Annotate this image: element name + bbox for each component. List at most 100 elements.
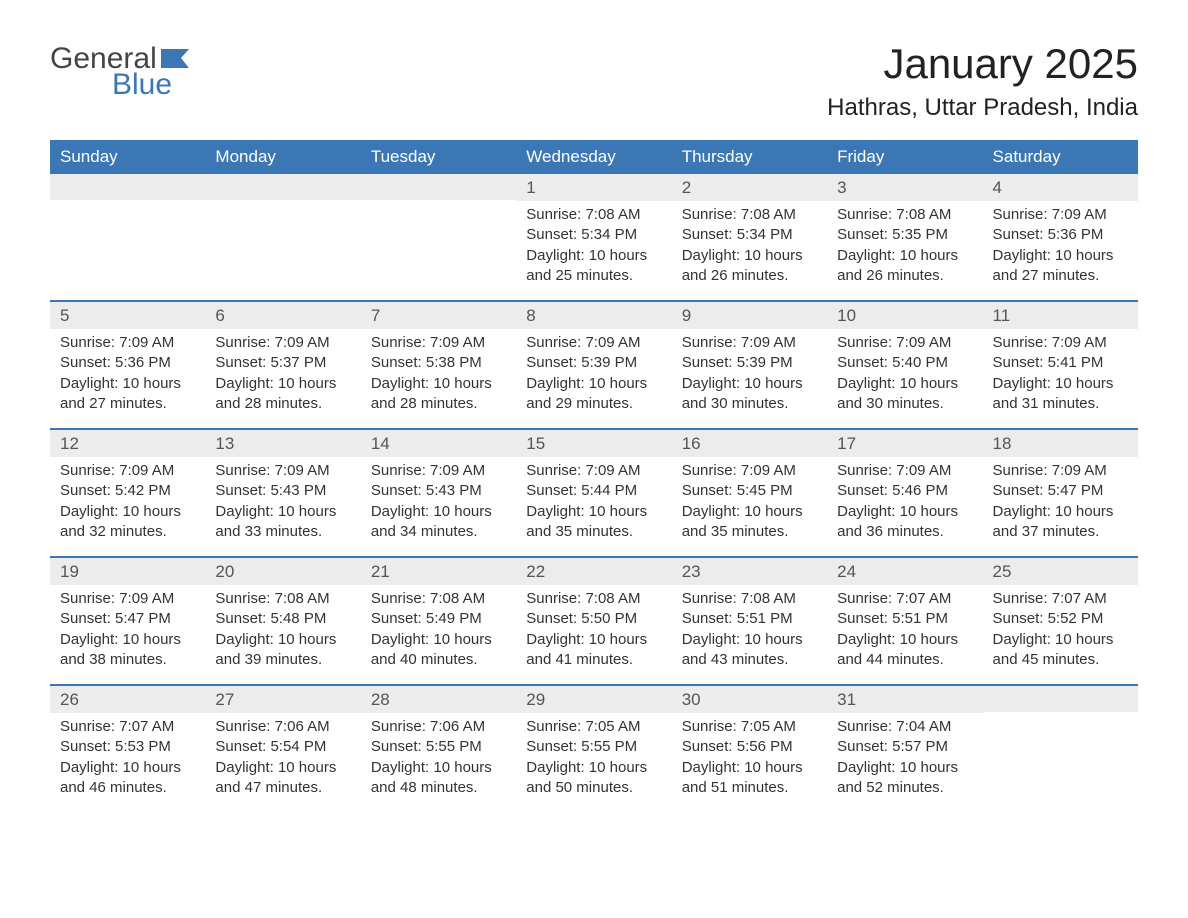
day-details: Sunrise: 7:08 AMSunset: 5:50 PMDaylight:…	[516, 585, 671, 670]
sunset-text: Sunset: 5:45 PM	[682, 481, 817, 501]
calendar-cell: 11Sunrise: 7:09 AMSunset: 5:41 PMDayligh…	[983, 302, 1138, 428]
calendar-week: 5Sunrise: 7:09 AMSunset: 5:36 PMDaylight…	[50, 300, 1138, 428]
daylight-text: Daylight: 10 hours	[837, 374, 972, 394]
daylight-text: and 33 minutes.	[215, 522, 350, 542]
brand-logo: General Blue	[50, 40, 195, 100]
sunset-text: Sunset: 5:38 PM	[371, 353, 506, 373]
daynum-row: 7	[361, 302, 516, 329]
day-number: 18	[993, 434, 1012, 453]
sunrise-text: Sunrise: 7:05 AM	[526, 717, 661, 737]
day-details: Sunrise: 7:09 AMSunset: 5:42 PMDaylight:…	[50, 457, 205, 542]
sunset-text: Sunset: 5:44 PM	[526, 481, 661, 501]
daylight-text: Daylight: 10 hours	[60, 502, 195, 522]
daylight-text: Daylight: 10 hours	[526, 246, 661, 266]
sunset-text: Sunset: 5:36 PM	[993, 225, 1128, 245]
sunrise-text: Sunrise: 7:09 AM	[993, 205, 1128, 225]
weekday-label: Monday	[205, 140, 360, 174]
daylight-text: Daylight: 10 hours	[371, 630, 506, 650]
daylight-text: Daylight: 10 hours	[682, 502, 817, 522]
daylight-text: and 51 minutes.	[682, 778, 817, 798]
sunrise-text: Sunrise: 7:06 AM	[215, 717, 350, 737]
daynum-row: 22	[516, 558, 671, 585]
daylight-text: and 34 minutes.	[371, 522, 506, 542]
sunrise-text: Sunrise: 7:09 AM	[60, 333, 195, 353]
calendar-cell: 22Sunrise: 7:08 AMSunset: 5:50 PMDayligh…	[516, 558, 671, 684]
sunrise-text: Sunrise: 7:09 AM	[215, 461, 350, 481]
calendar-cell: 26 Sunrise: 7:07 AMSunset: 5:53 PMDayligh…	[50, 686, 205, 812]
day-number: 30	[682, 690, 701, 709]
daynum-row: 9	[672, 302, 827, 329]
calendar-cell: 20Sunrise: 7:08 AMSunset: 5:48 PMDayligh…	[205, 558, 360, 684]
daylight-text: Daylight: 10 hours	[215, 374, 350, 394]
daynum-row	[205, 174, 360, 200]
daylight-text: and 37 minutes.	[993, 522, 1128, 542]
sunrise-text: Sunrise: 7:09 AM	[60, 461, 195, 481]
day-number: 2	[682, 178, 691, 197]
day-number: 19	[60, 562, 79, 581]
logo-text-bottom: Blue	[112, 70, 195, 100]
day-number: 16	[682, 434, 701, 453]
day-details: Sunrise: 7:09 AMSunset: 5:46 PMDaylight:…	[827, 457, 982, 542]
header: General Blue January 2025 Hathras, Uttar…	[50, 40, 1138, 122]
daylight-text: and 26 minutes.	[682, 266, 817, 286]
day-details: Sunrise: 7:09 AMSunset: 5:47 PMDaylight:…	[50, 585, 205, 670]
daynum-row: 2	[672, 174, 827, 201]
day-number: 14	[371, 434, 390, 453]
calendar-cell: 13Sunrise: 7:09 AMSunset: 5:43 PMDayligh…	[205, 430, 360, 556]
daylight-text: Daylight: 10 hours	[526, 502, 661, 522]
weekday-label: Wednesday	[516, 140, 671, 174]
sunset-text: Sunset: 5:50 PM	[526, 609, 661, 629]
sunset-text: Sunset: 5:39 PM	[682, 353, 817, 373]
day-details: Sunrise: 7:05 AMSunset: 5:56 PMDaylight:…	[672, 713, 827, 798]
daylight-text: and 47 minutes.	[215, 778, 350, 798]
day-details: Sunrise: 7:05 AMSunset: 5:55 PMDaylight:…	[516, 713, 671, 798]
daynum-row: 27	[205, 686, 360, 713]
sunrise-text: Sunrise: 7:09 AM	[215, 333, 350, 353]
day-number: 11	[993, 306, 1011, 325]
day-details: Sunrise: 7:07 AMSunset: 5:53 PMDaylight:…	[50, 713, 205, 798]
day-number: 12	[60, 434, 79, 453]
sunrise-text: Sunrise: 7:09 AM	[682, 333, 817, 353]
sunset-text: Sunset: 5:43 PM	[371, 481, 506, 501]
calendar-cell: 17Sunrise: 7:09 AMSunset: 5:46 PMDayligh…	[827, 430, 982, 556]
day-details: Sunrise: 7:09 AMSunset: 5:37 PMDaylight:…	[205, 329, 360, 414]
day-details: Sunrise: 7:08 AMSunset: 5:49 PMDaylight:…	[361, 585, 516, 670]
day-details: Sunrise: 7:09 AMSunset: 5:40 PMDaylight:…	[827, 329, 982, 414]
sunrise-text: Sunrise: 7:09 AM	[60, 589, 195, 609]
daynum-row: 25	[983, 558, 1138, 585]
calendar-week: 19 Sunrise: 7:09 AMSunset: 5:47 PMDayligh…	[50, 556, 1138, 684]
calendar-cell: 15Sunrise: 7:09 AMSunset: 5:44 PMDayligh…	[516, 430, 671, 556]
daylight-text: Daylight: 10 hours	[60, 630, 195, 650]
calendar-cell	[50, 174, 205, 300]
daylight-text: Daylight: 10 hours	[682, 630, 817, 650]
daynum-row: 3	[827, 174, 982, 201]
calendar-cell: 31Sunrise: 7:04 AMSunset: 5:57 PMDayligh…	[827, 686, 982, 812]
sunrise-text: Sunrise: 7:09 AM	[993, 333, 1128, 353]
daynum-row: 19	[50, 558, 205, 585]
sunset-text: Sunset: 5:57 PM	[837, 737, 972, 757]
day-number: 26	[60, 690, 79, 709]
daylight-text: and 31 minutes.	[993, 394, 1128, 414]
sunrise-text: Sunrise: 7:08 AM	[371, 589, 506, 609]
sunrise-text: Sunrise: 7:04 AM	[837, 717, 972, 737]
daynum-row	[983, 686, 1138, 712]
day-details: Sunrise: 7:07 AMSunset: 5:51 PMDaylight:…	[827, 585, 982, 670]
daylight-text: Daylight: 10 hours	[215, 630, 350, 650]
sunset-text: Sunset: 5:34 PM	[682, 225, 817, 245]
daylight-text: and 48 minutes.	[371, 778, 506, 798]
day-number: 28	[371, 690, 390, 709]
calendar: Sunday Monday Tuesday Wednesday Thursday…	[50, 140, 1138, 812]
sunrise-text: Sunrise: 7:09 AM	[371, 333, 506, 353]
daynum-row: 15	[516, 430, 671, 457]
sunset-text: Sunset: 5:52 PM	[993, 609, 1128, 629]
daylight-text: Daylight: 10 hours	[837, 246, 972, 266]
daylight-text: and 27 minutes.	[60, 394, 195, 414]
daylight-text: and 35 minutes.	[526, 522, 661, 542]
calendar-cell: 30 Sunrise: 7:05 AMSunset: 5:56 PMDayligh…	[672, 686, 827, 812]
daylight-text: and 36 minutes.	[837, 522, 972, 542]
sunset-text: Sunset: 5:55 PM	[526, 737, 661, 757]
calendar-cell: 16Sunrise: 7:09 AMSunset: 5:45 PMDayligh…	[672, 430, 827, 556]
sunrise-text: Sunrise: 7:09 AM	[993, 461, 1128, 481]
day-details: Sunrise: 7:09 AMSunset: 5:39 PMDaylight:…	[672, 329, 827, 414]
day-number: 10	[837, 306, 856, 325]
